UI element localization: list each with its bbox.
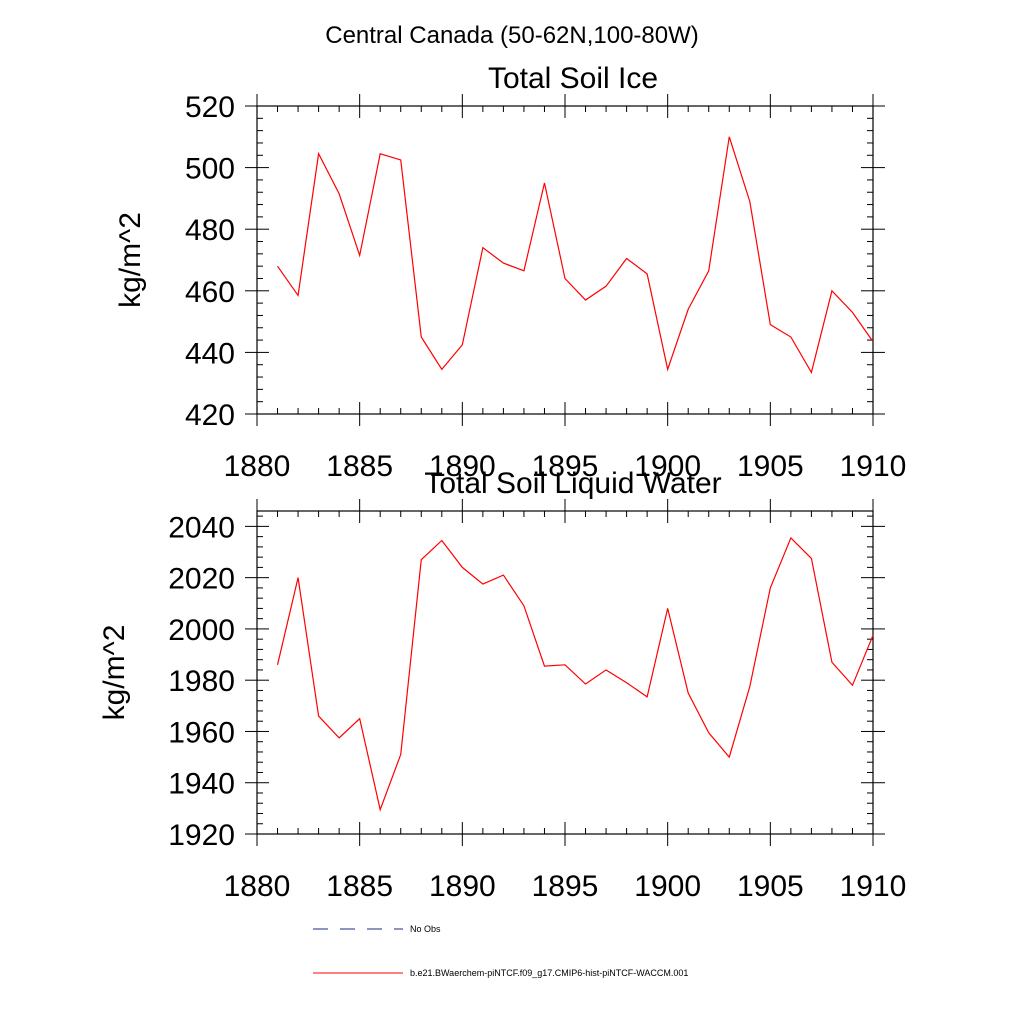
x-tick-label: 1895 <box>532 870 599 903</box>
y-tick-label: 1980 <box>168 665 235 698</box>
y-tick-label: 480 <box>185 214 235 247</box>
plot-frame <box>256 105 874 415</box>
y-tick-label: 1960 <box>168 716 235 749</box>
x-tick-label: 1890 <box>429 870 496 903</box>
x-tick-label: 1905 <box>737 870 804 903</box>
y-tick-label: 1940 <box>168 768 235 801</box>
chart-title: Total Soil Liquid Water <box>424 467 721 500</box>
x-tick-label: 1885 <box>326 450 393 483</box>
x-tick-label: 1900 <box>634 870 701 903</box>
y-tick-label: 500 <box>185 153 235 186</box>
main-title: Central Canada (50-62N,100-80W) <box>325 22 699 49</box>
series-line-1 <box>276 536 874 812</box>
chart-panel-1: Total Soil Ice kg/m^2 1880 1885 1890 1895 1900… <box>114 62 906 483</box>
x-tick-label: 1885 <box>326 870 393 903</box>
x-tick-label: 1890 <box>429 450 496 483</box>
y-tick-label: 2040 <box>168 511 235 544</box>
y-tick-label: 420 <box>185 399 235 432</box>
y-tick-label: 1920 <box>168 819 235 852</box>
y-tick-label: 460 <box>185 276 235 309</box>
chart-panel-2: Total Soil Liquid Water kg/m^2 1880 1885 189… <box>98 467 906 903</box>
y-tick-label: 520 <box>185 91 235 124</box>
x-tick-label: 1905 <box>737 450 804 483</box>
x-tick-label: 1895 <box>532 450 599 483</box>
x-tick-label: 1910 <box>840 450 907 483</box>
y-tick-label: 2000 <box>168 614 235 647</box>
chart-title: Total Soil Ice <box>488 62 658 95</box>
y-tick-label: 2020 <box>168 563 235 596</box>
plot-frame <box>256 510 874 835</box>
x-tick-label: 1900 <box>634 450 701 483</box>
legend-label-2: b.e21.BWaerchem-piNTCF.f09_g17.CMIP6-his… <box>410 968 688 978</box>
x-tick-label: 1910 <box>840 870 907 903</box>
y-axis-label: kg/m^2 <box>98 625 131 721</box>
legend-label-1: No Obs <box>410 924 441 934</box>
y-axis-label: kg/m^2 <box>114 212 147 308</box>
y-tick-label: 440 <box>185 337 235 370</box>
x-tick-label: 1880 <box>224 870 291 903</box>
x-tick-label: 1880 <box>224 450 291 483</box>
series-line-1 <box>277 136 874 374</box>
